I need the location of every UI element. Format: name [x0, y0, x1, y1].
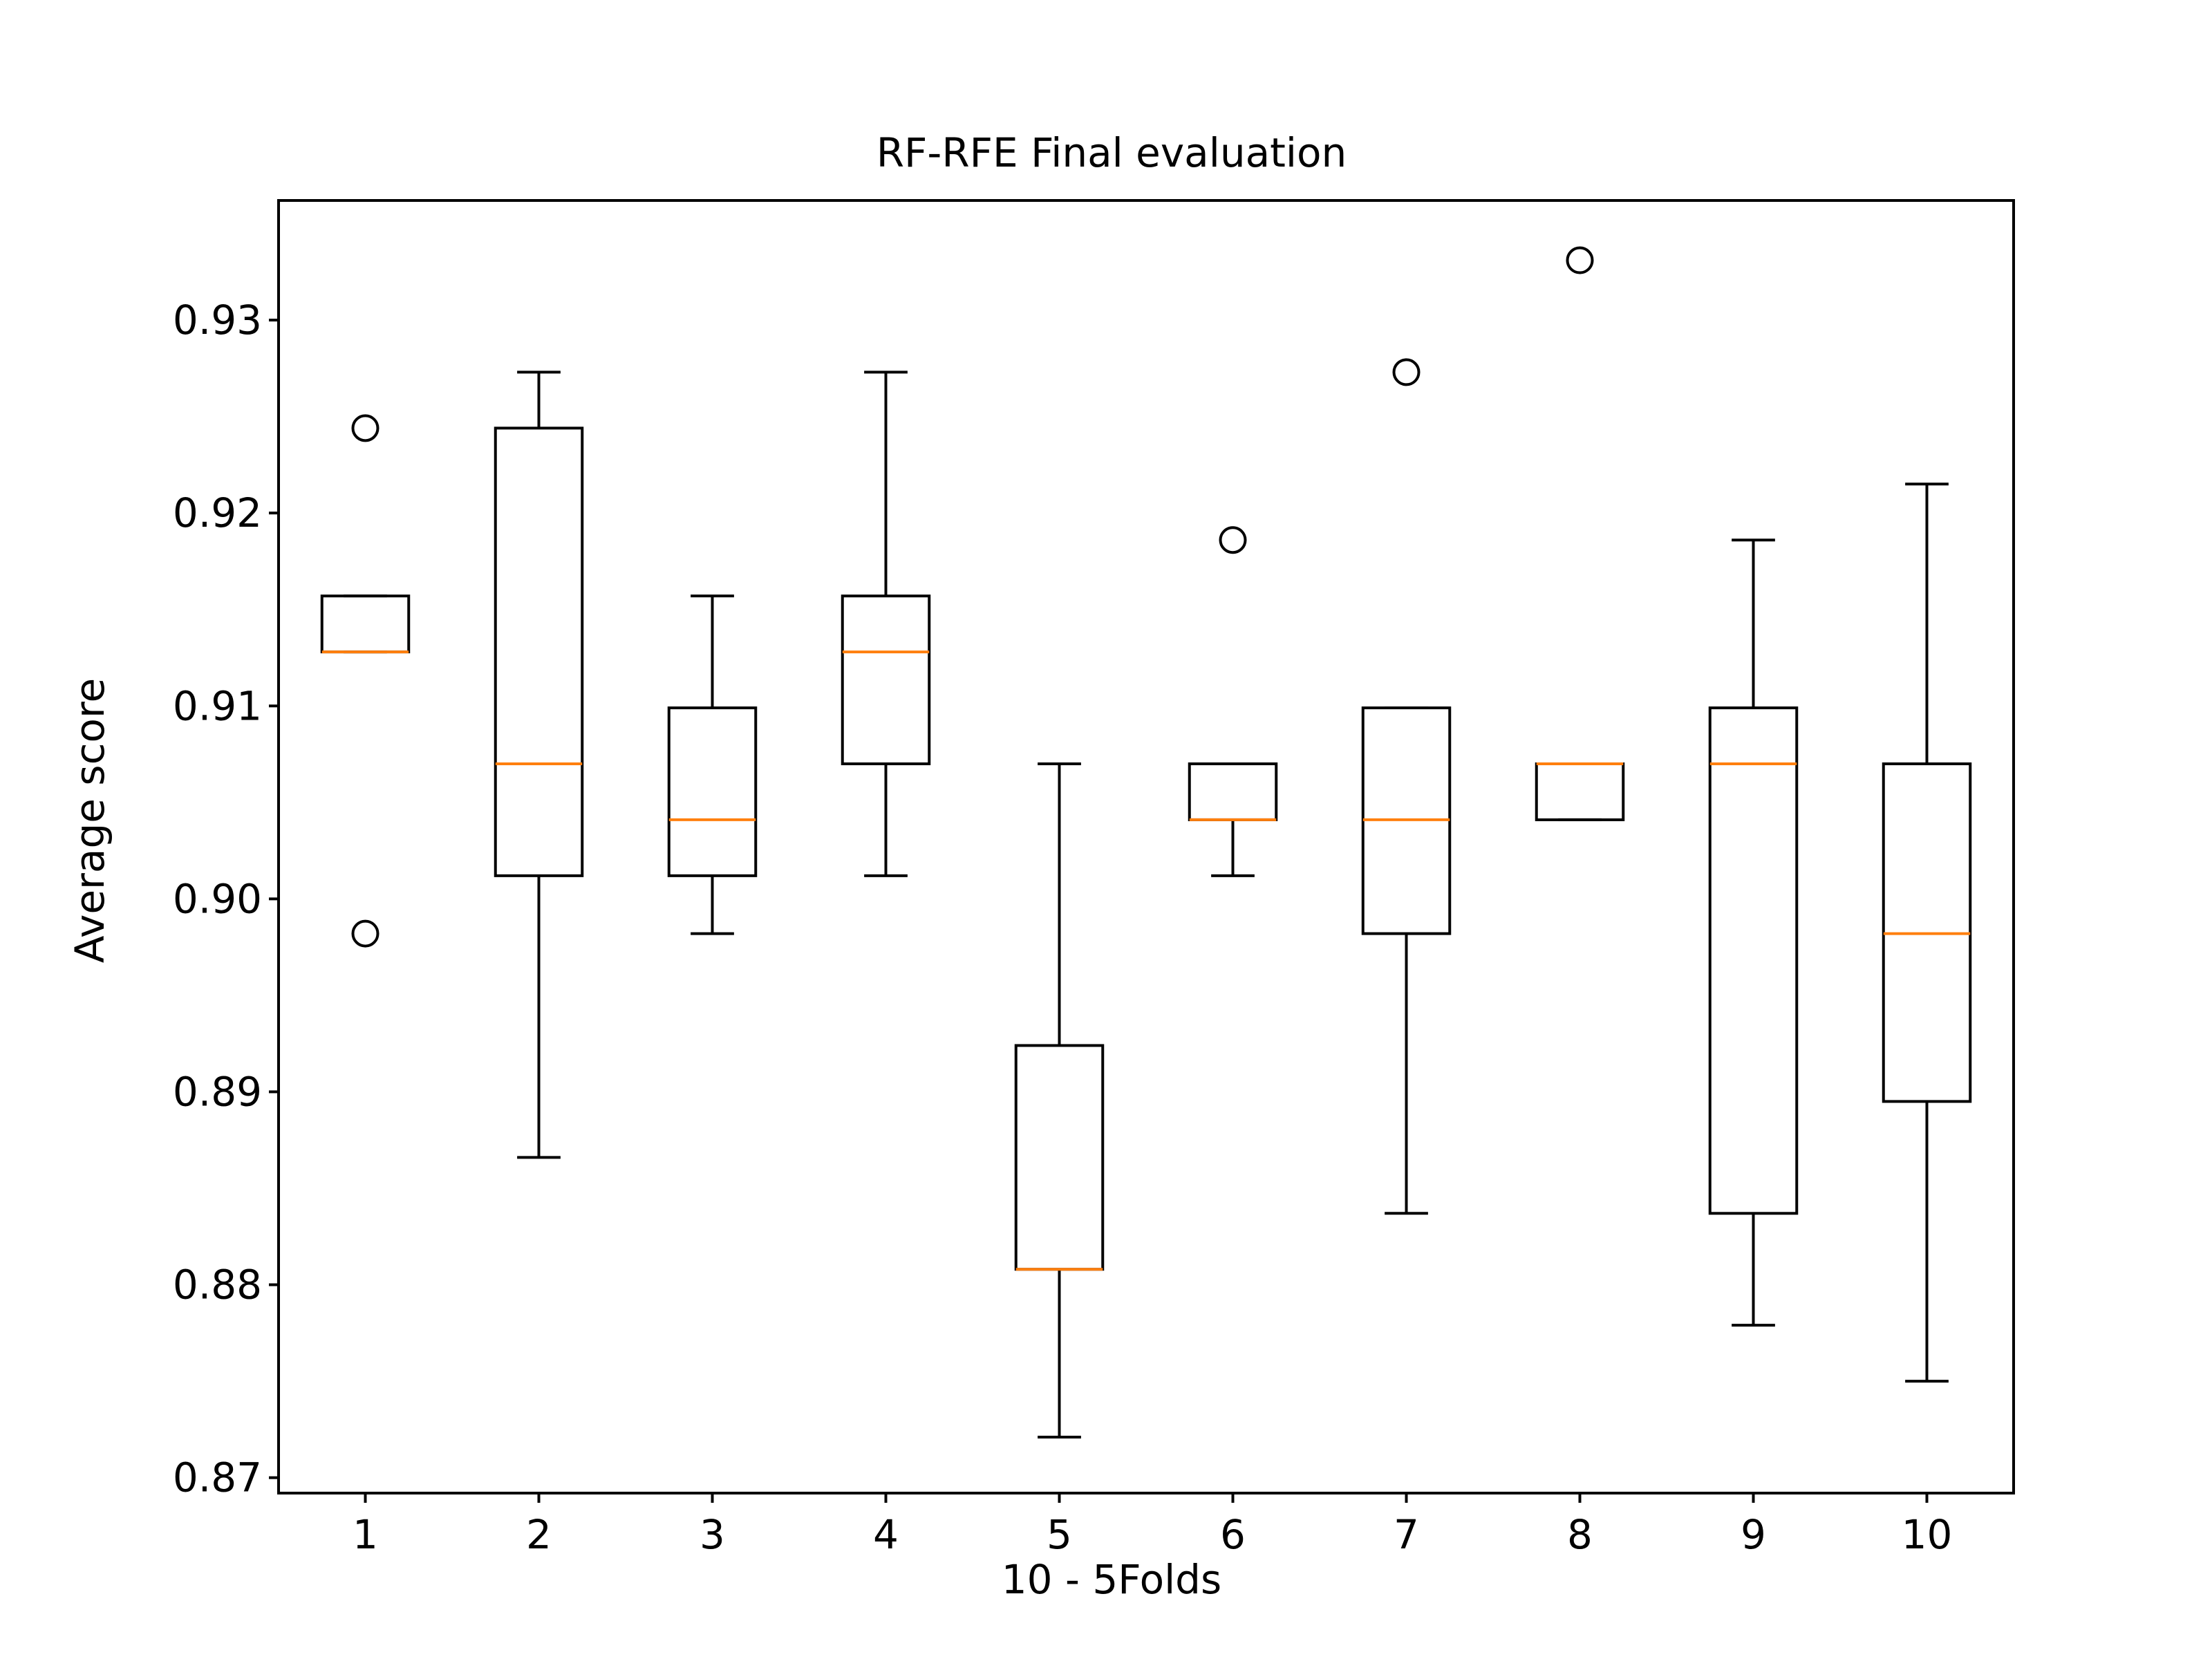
- box-body: [1188, 762, 1278, 821]
- y-tick-label: 0.90: [173, 875, 262, 922]
- plot-frame: [277, 199, 2015, 1494]
- y-tick-label: 0.91: [173, 682, 262, 729]
- flier-point: [351, 414, 379, 442]
- axis-ticks: 0.87 0.88 0.89 0.90 0.91 0.92 0.93 1 2 3 4 5 6 7 8 9 10: [173, 297, 1953, 1558]
- x-tick-label: 3: [700, 1511, 725, 1558]
- x-tick-label: 9: [1741, 1511, 1766, 1558]
- x-tick-label: 8: [1567, 1511, 1593, 1558]
- x-tick-label: 5: [1047, 1511, 1072, 1558]
- box-body: [1014, 1044, 1105, 1271]
- flier-point: [1566, 246, 1594, 274]
- flier-point: [351, 919, 379, 948]
- flier-point: [1219, 526, 1247, 554]
- x-tick-label: 6: [1220, 1511, 1246, 1558]
- x-tick-label: 2: [526, 1511, 552, 1558]
- box-body: [494, 427, 584, 877]
- y-axis-label: Average score: [66, 678, 113, 963]
- x-tick-label: 4: [873, 1511, 899, 1558]
- x-axis-label: 10 - 5Folds: [1002, 1556, 1221, 1603]
- y-tick-label: 0.87: [173, 1454, 262, 1501]
- x-tick-label: 1: [353, 1511, 378, 1558]
- box-body: [841, 594, 931, 765]
- y-tick-label: 0.93: [173, 297, 262, 344]
- x-tick-label: 10: [1902, 1511, 1953, 1558]
- y-tick-label: 0.92: [173, 489, 262, 536]
- box-body: [1708, 706, 1799, 1215]
- box-body: [1535, 762, 1625, 821]
- y-tick-label: 0.89: [173, 1068, 262, 1115]
- flier-point: [1392, 358, 1421, 386]
- y-tick-label: 0.88: [173, 1262, 262, 1309]
- x-tick-label: 7: [1394, 1511, 1419, 1558]
- boxes: [320, 246, 1972, 1439]
- box-body: [667, 706, 758, 877]
- box-body: [320, 594, 411, 654]
- chart-title: RF-RFE Final evaluation: [877, 129, 1347, 176]
